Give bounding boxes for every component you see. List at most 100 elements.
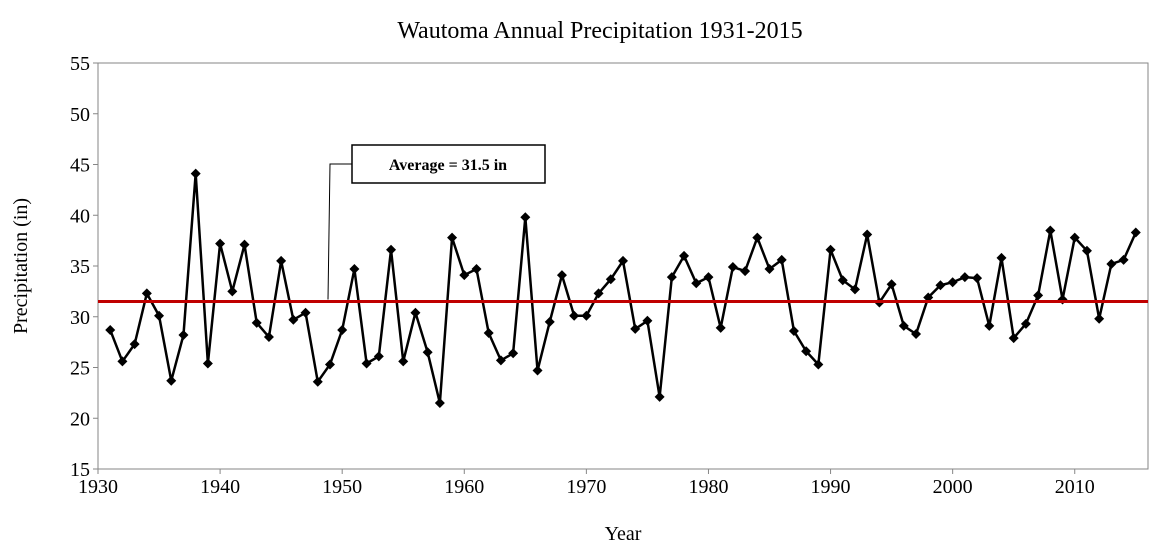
data-point <box>105 324 116 335</box>
data-point <box>996 252 1007 263</box>
data-point <box>1081 245 1092 256</box>
data-point <box>679 250 690 261</box>
data-point <box>727 262 738 273</box>
data-point <box>532 365 543 376</box>
y-tick-label: 50 <box>70 104 90 126</box>
callout-leader <box>327 163 352 300</box>
data-point <box>373 351 384 362</box>
x-tick-label: 2010 <box>1055 476 1095 498</box>
y-tick-label: 20 <box>70 408 90 430</box>
data-point <box>569 310 580 321</box>
data-point <box>312 376 323 387</box>
data-point <box>337 324 348 335</box>
data-point <box>141 288 152 299</box>
data-point <box>1020 318 1031 329</box>
data-point <box>654 391 665 402</box>
data-point <box>593 288 604 299</box>
x-tick-label: 1980 <box>688 476 728 498</box>
data-point <box>837 275 848 286</box>
data-point <box>1094 313 1105 324</box>
data-point <box>1118 254 1129 265</box>
data-point <box>959 272 970 283</box>
x-axis-label: Year <box>605 523 642 545</box>
data-point <box>801 346 812 357</box>
data-point <box>886 279 897 290</box>
data-point <box>154 310 165 321</box>
data-point <box>972 273 983 284</box>
callout-box <box>351 144 546 184</box>
data-point <box>1033 290 1044 301</box>
data-point <box>1106 258 1117 269</box>
y-tick-label: 55 <box>70 53 90 75</box>
x-tick-label: 2000 <box>933 476 973 498</box>
data-point <box>898 320 909 331</box>
data-point <box>495 355 506 366</box>
data-point <box>117 356 128 367</box>
data-point <box>556 270 567 281</box>
data-point <box>1008 333 1019 344</box>
data-point <box>471 264 482 275</box>
data-point <box>386 244 397 255</box>
data-point <box>947 277 958 288</box>
data-point <box>1069 232 1080 243</box>
data-point <box>788 325 799 336</box>
x-tick-label: 1950 <box>322 476 362 498</box>
data-point <box>618 255 628 266</box>
data-point <box>764 264 775 275</box>
data-point <box>605 274 616 285</box>
data-line <box>109 173 1137 404</box>
data-point <box>642 315 653 326</box>
data-point <box>508 348 519 359</box>
data-point <box>398 356 409 367</box>
data-point <box>459 270 470 281</box>
data-point <box>520 212 531 223</box>
data-point <box>300 307 311 318</box>
data-point <box>691 278 702 289</box>
data-point <box>703 272 714 283</box>
data-point <box>288 314 299 325</box>
x-tick-label: 1960 <box>444 476 484 498</box>
data-point <box>1045 225 1056 236</box>
x-tick-label: 1970 <box>566 476 606 498</box>
callout-label: Average = 31.5 in <box>389 157 507 174</box>
data-point <box>825 244 836 255</box>
data-point <box>361 358 372 369</box>
data-point <box>862 229 873 240</box>
y-tick-label: 30 <box>70 307 90 329</box>
data-point <box>410 307 421 318</box>
data-point <box>740 266 751 277</box>
data-point <box>349 264 360 275</box>
chart-title: Wautoma Annual Precipitation 1931-2015 <box>397 18 802 44</box>
y-tick-label: 15 <box>70 459 90 481</box>
data-point <box>715 322 726 333</box>
data-point <box>752 232 763 243</box>
data-point <box>215 238 226 249</box>
data-point <box>544 316 555 327</box>
data-point <box>849 284 860 295</box>
y-tick-label: 35 <box>70 256 90 278</box>
y-tick-label: 40 <box>70 205 90 227</box>
data-point <box>166 375 177 386</box>
y-axis-label: Precipitation (in) <box>10 198 32 334</box>
data-point <box>984 320 995 331</box>
data-point <box>935 280 946 291</box>
data-point <box>666 272 677 283</box>
x-tick-label: 1940 <box>200 476 240 498</box>
data-point <box>178 330 189 341</box>
data-point <box>263 332 274 343</box>
data-point <box>276 255 287 266</box>
data-point <box>190 168 201 179</box>
data-point <box>251 317 262 328</box>
data-point <box>447 232 458 243</box>
data-point <box>923 292 934 303</box>
data-point <box>129 339 140 350</box>
x-tick-label: 1930 <box>78 476 118 498</box>
data-point <box>911 329 922 340</box>
data-point <box>202 358 213 369</box>
data-point <box>434 398 445 409</box>
data-point <box>813 359 824 370</box>
data-point <box>227 286 238 297</box>
data-point <box>483 327 494 338</box>
data-point <box>1130 227 1141 238</box>
